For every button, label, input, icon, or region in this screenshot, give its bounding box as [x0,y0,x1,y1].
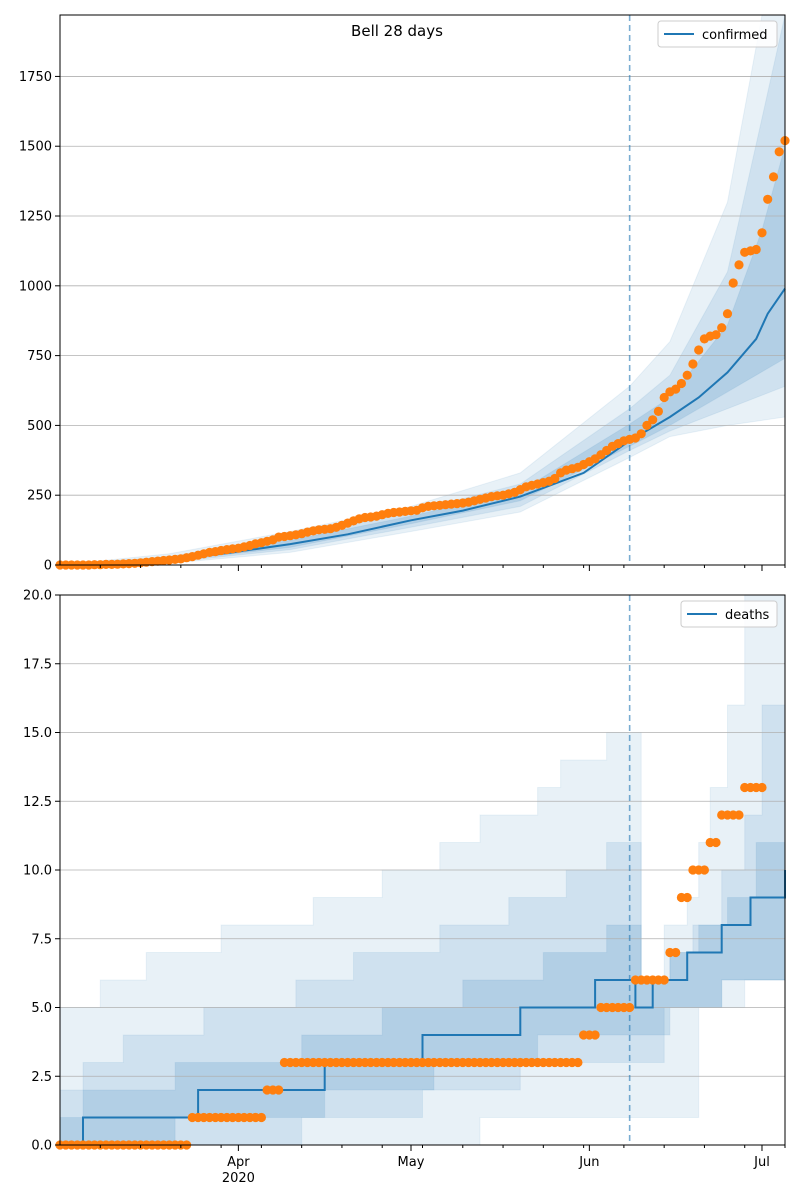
deaths-y-tick-label: 2.5 [31,1070,52,1085]
legend-box [680,600,778,628]
confirmed-observed-point [711,330,721,340]
confirmed-observed-point [774,147,784,157]
deaths-observed-point [573,1057,583,1068]
deaths-y-tick-label: 7.5 [31,932,52,947]
confirmed-observed-point [659,392,669,403]
deaths-band-mid [59,622,786,1146]
confirmed-y-tick-label: 250 [27,489,52,504]
confirmed-observed-point [768,172,779,182]
confirmed-observed-point [688,359,698,369]
deaths-observed-point [625,1002,635,1013]
confirmed-y-tick-label: 1250 [19,210,52,225]
confirmed-observed-points [55,136,790,570]
deaths-observed-point [734,810,744,820]
confirmed-y-tick-label: 0 [44,559,52,574]
confirmed-legend: confirmed [657,20,778,48]
deaths-panel: 0.0 2.5 5.0 7.5 10.0 12.5 15.0 17.5 20.0 Apr2020… [23,589,786,1186]
deaths-y-tick-label: 5.0 [31,1001,52,1016]
deaths-y-tick-label: 12.5 [23,795,52,810]
confirmed-observed-point [717,323,727,333]
confirmed-observed-point [671,384,681,394]
confirmed-uncertainty-bands [59,14,786,566]
confirmed-observed-point [642,420,652,430]
deaths-observed-point [699,865,710,875]
deaths-y-tick-label: 20.0 [23,589,52,604]
confirmed-observed-point [757,228,767,238]
confirmed-y-tick-label: 750 [27,349,52,364]
confirmed-y-tick-label: 1750 [19,70,52,85]
deaths-x-tick-label: Jun [578,1155,599,1170]
confirmed-gridlines [60,76,785,496]
legend-box [657,20,778,48]
deaths-y-axis: 0.0 2.5 5.0 7.5 10.0 12.5 15.0 17.5 20.0 [23,589,60,1154]
deaths-y-tick-label: 10.0 [23,864,52,879]
confirmed-observed-point [653,406,664,416]
confirmed-observed-point [682,370,692,380]
confirmed-observed-point [722,309,733,319]
confirmed-observed-point [763,194,773,204]
figure-title: Bell 28 days [351,22,443,40]
confirmed-observed-point [648,415,658,425]
deaths-x-tick-label: Apr [227,1155,250,1170]
deaths-observed-point [711,837,721,848]
deaths-observed-point [659,975,669,985]
deaths-observed-point [256,1112,266,1123]
confirmed-y-tick-label: 1500 [19,140,52,155]
deaths-observed-points [55,782,767,1150]
confirmed-x-axis [99,565,786,571]
deaths-x-tick-sublabel: 2020 [222,1171,255,1186]
confirmed-observed-point [636,429,646,439]
confirmed-y-tick-label: 500 [27,419,52,434]
confirmed-observed-point [728,278,738,288]
confirmed-observed-point [550,473,560,484]
deaths-y-tick-label: 17.5 [23,657,52,672]
confirmed-band-outer [59,14,786,566]
confirmed-band-mid [59,14,786,566]
deaths-y-tick-label: 15.0 [23,726,52,741]
legend-entry-confirmed: confirmed [702,28,768,43]
deaths-x-tick-label: Jul [753,1155,770,1170]
confirmed-observed-point [694,345,704,355]
deaths-observed-point [274,1085,284,1095]
deaths-y-tick-label: 0.0 [31,1139,52,1154]
confirmed-axes-frame [59,14,786,566]
deaths-observed-point [590,1030,600,1040]
deaths-x-tick-label: May [398,1155,425,1170]
confirmed-observed-point [751,244,761,255]
confirmed-observed-point [734,260,744,270]
deaths-median-line [60,870,786,1146]
legend-entry-deaths: deaths [725,608,770,623]
deaths-legend: deaths [680,600,778,628]
confirmed-y-axis: 0 250 500 750 1000 1250 1500 1750 [19,70,60,574]
confirmed-observed-point [676,378,687,389]
deaths-observed-point [671,947,681,958]
deaths-observed-point [682,892,692,903]
confirmed-y-tick-label: 1000 [19,279,52,294]
deaths-observed-point [757,782,767,793]
